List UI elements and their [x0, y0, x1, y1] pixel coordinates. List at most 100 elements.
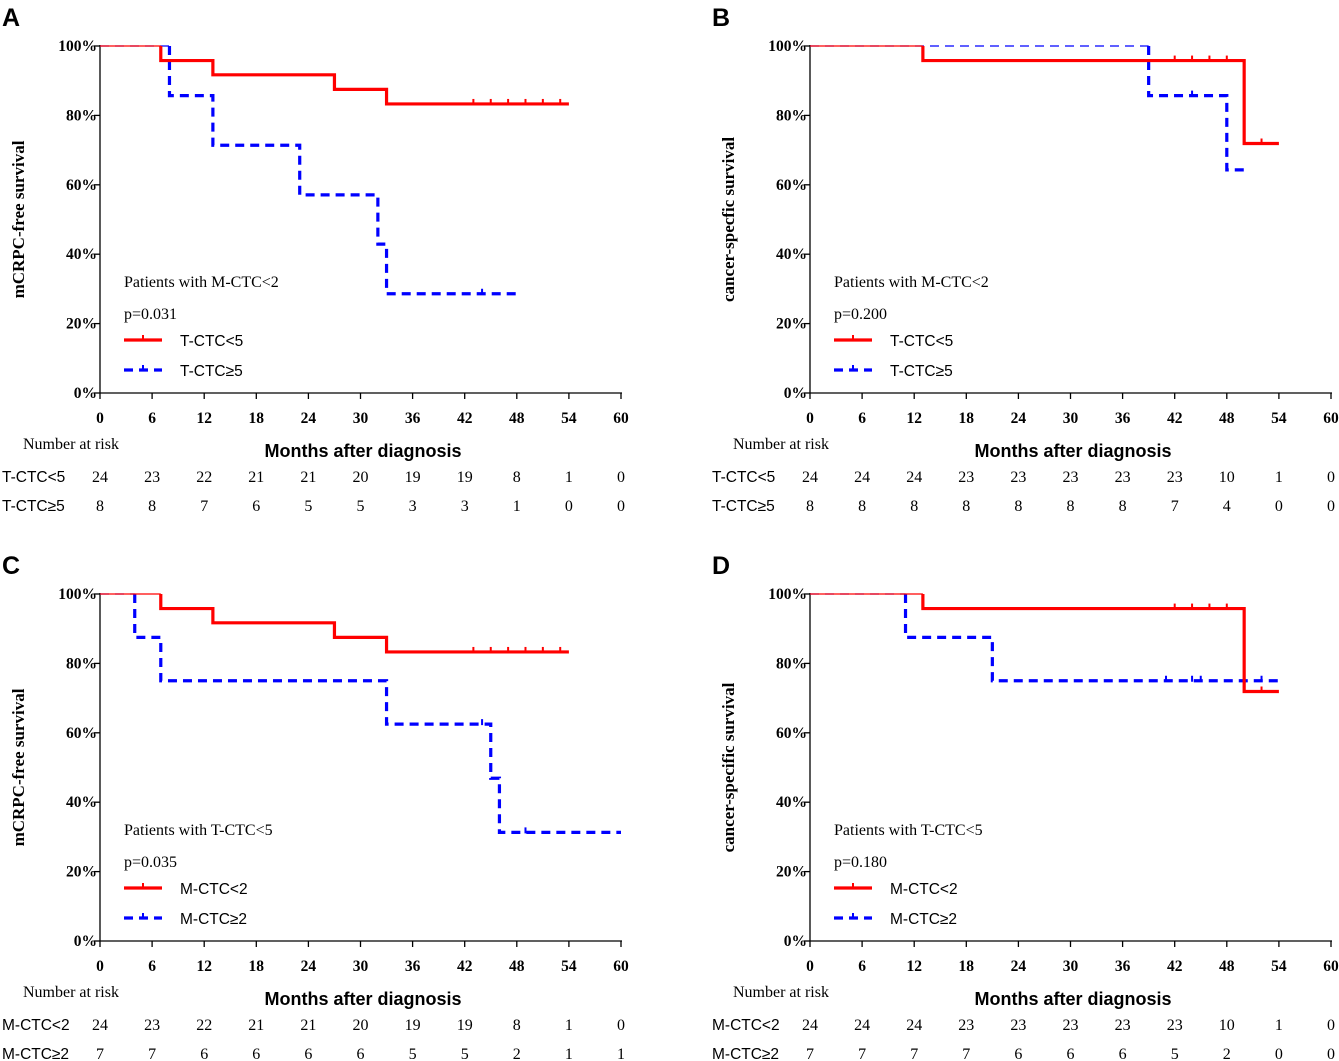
y-tick-label: 20%	[776, 864, 807, 881]
risk-value: 24	[854, 469, 870, 486]
risk-value: 6	[1067, 1046, 1075, 1061]
risk-value: 24	[906, 469, 922, 486]
x-tick-label: 12	[906, 958, 922, 975]
risk-value: 0	[1327, 498, 1335, 515]
risk-value: 0	[1275, 1046, 1283, 1061]
risk-value: 23	[144, 469, 160, 486]
y-axis-title: cancer-specific survival	[719, 682, 738, 852]
risk-row-label: M-CTC≥2	[712, 1046, 779, 1061]
x-tick-label: 30	[353, 410, 369, 427]
y-tick-label: 0%	[74, 385, 97, 402]
x-axis-title: Months after diagnosis	[974, 441, 1171, 461]
risk-value: 23	[958, 469, 974, 486]
number-at-risk-label: Number at risk	[23, 436, 119, 453]
risk-value: 10	[1219, 1017, 1235, 1034]
x-tick-label: 48	[509, 958, 525, 975]
risk-row-label: T-CTC≥5	[2, 498, 65, 515]
risk-row-label: M-CTC<2	[712, 1017, 780, 1034]
legend-label-2: T-CTC≥5	[180, 363, 243, 380]
risk-value: 23	[1167, 469, 1183, 486]
x-tick-label: 42	[1167, 958, 1183, 975]
p-value: p=0.035	[124, 854, 177, 871]
x-tick-label: 54	[1271, 958, 1287, 975]
legend-label-2: M-CTC≥2	[890, 911, 957, 928]
risk-value: 1	[565, 469, 573, 486]
x-axis-title: Months after diagnosis	[264, 441, 461, 461]
risk-value: 6	[1119, 1046, 1127, 1061]
survival-curve-1	[159, 594, 569, 654]
panel-letter: A	[2, 4, 20, 32]
legend-label-1: T-CTC<5	[180, 333, 243, 350]
legend-label-1: T-CTC<5	[890, 333, 953, 350]
y-tick-label: 80%	[66, 655, 97, 672]
risk-value: 1	[565, 1046, 573, 1061]
legend-label-2: M-CTC≥2	[180, 911, 247, 928]
risk-value: 8	[513, 1017, 521, 1034]
survival-curve-2	[133, 594, 621, 834]
risk-value: 5	[409, 1046, 417, 1061]
risk-value: 8	[962, 498, 970, 515]
x-axis-title: Months after diagnosis	[974, 989, 1171, 1009]
y-tick-label: 40%	[776, 794, 807, 811]
risk-value: 21	[248, 1017, 264, 1034]
risk-value: 23	[1063, 1017, 1079, 1034]
risk-value: 23	[1063, 469, 1079, 486]
cohort-note: Patients with T-CTC<5	[834, 822, 983, 839]
risk-value: 0	[1327, 1046, 1335, 1061]
x-tick-label: 60	[613, 958, 629, 975]
p-value: p=0.180	[834, 854, 887, 871]
risk-value: 19	[457, 469, 473, 486]
y-tick-label: 0%	[74, 933, 97, 950]
legend-label-1: M-CTC<2	[180, 881, 248, 898]
risk-value: 22	[196, 469, 212, 486]
risk-value: 22	[196, 1017, 212, 1034]
y-axis-title: cancer-specfic survival	[719, 137, 738, 302]
risk-value: 8	[148, 498, 156, 515]
risk-value: 24	[906, 1017, 922, 1034]
number-at-risk-label: Number at risk	[733, 436, 829, 453]
risk-value: 23	[1115, 469, 1131, 486]
x-tick-label: 12	[906, 410, 922, 427]
risk-value: 8	[806, 498, 814, 515]
y-tick-label: 40%	[66, 794, 97, 811]
risk-value: 7	[858, 1046, 866, 1061]
panel-letter: D	[712, 552, 730, 580]
risk-row-label: T-CTC≥5	[712, 498, 775, 515]
number-at-risk-label: Number at risk	[23, 984, 119, 1001]
y-tick-label: 60%	[66, 177, 97, 194]
risk-value: 23	[144, 1017, 160, 1034]
y-tick-label: 40%	[66, 246, 97, 263]
risk-value: 0	[1327, 469, 1335, 486]
p-value: p=0.031	[124, 306, 177, 323]
x-tick-label: 0	[96, 410, 104, 427]
risk-row-label: T-CTC<5	[712, 469, 775, 486]
risk-value: 0	[1327, 1017, 1335, 1034]
risk-value: 8	[96, 498, 104, 515]
x-tick-label: 48	[1219, 410, 1235, 427]
x-tick-label: 60	[1323, 958, 1339, 975]
panel-letter: C	[2, 552, 20, 580]
y-axis-title: mCRPC-free survival	[9, 140, 28, 298]
risk-value: 23	[958, 1017, 974, 1034]
risk-value: 8	[858, 498, 866, 515]
x-tick-label: 24	[301, 410, 317, 427]
risk-value: 7	[200, 498, 208, 515]
risk-value: 8	[1014, 498, 1022, 515]
risk-value: 7	[148, 1046, 156, 1061]
risk-value: 8	[910, 498, 918, 515]
y-tick-label: 60%	[776, 725, 807, 742]
x-tick-label: 30	[1063, 958, 1079, 975]
survival-curve-1	[921, 46, 1279, 146]
risk-row-label: M-CTC<2	[2, 1017, 70, 1034]
risk-value: 19	[457, 1017, 473, 1034]
number-at-risk-label: Number at risk	[733, 984, 829, 1001]
x-tick-label: 18	[249, 958, 265, 975]
risk-value: 23	[1167, 1017, 1183, 1034]
x-tick-label: 42	[457, 410, 473, 427]
x-tick-label: 6	[858, 958, 866, 975]
risk-value: 1	[1275, 1017, 1283, 1034]
risk-value: 1	[565, 1017, 573, 1034]
